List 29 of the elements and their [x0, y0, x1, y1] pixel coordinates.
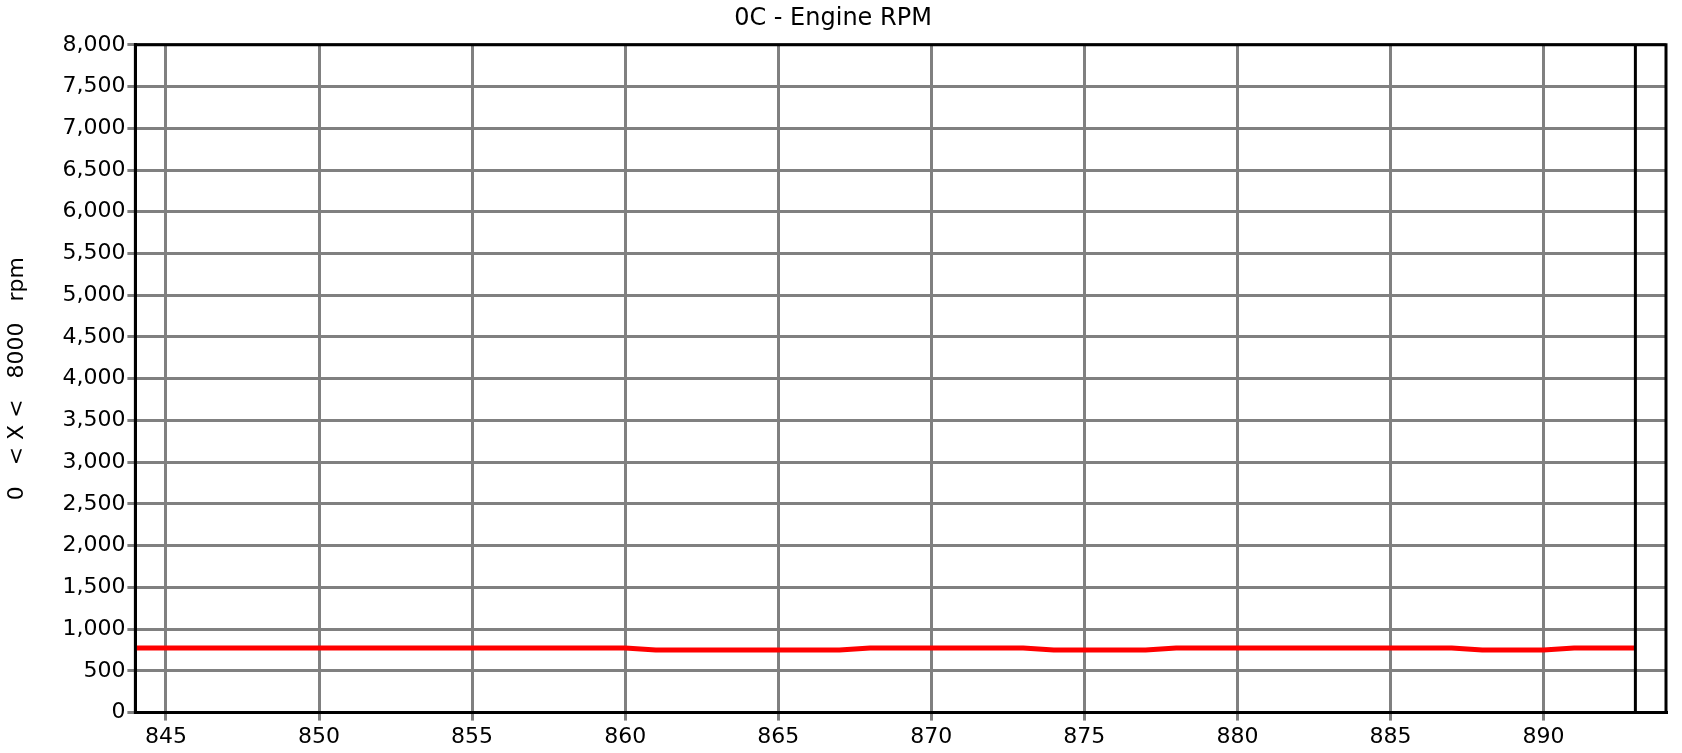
x-tick-label: 850	[298, 722, 341, 748]
y-tick-label: 7,500	[62, 72, 126, 98]
y-tick-label: 3,500	[62, 406, 126, 432]
y-tick-label: 3,000	[62, 447, 126, 473]
y-tick-label: 2,000	[62, 531, 126, 557]
y-tick-label: 6,500	[62, 155, 126, 181]
chart-title: 0C - Engine RPM	[734, 2, 932, 31]
x-tick-label: 890	[1522, 722, 1565, 748]
x-tick-label: 880	[1216, 722, 1259, 748]
y-tick-label: 1,000	[62, 614, 126, 640]
x-tick-label: 845	[144, 722, 187, 748]
y-tick-label: 5,500	[62, 239, 126, 265]
x-tick-label: 855	[451, 722, 494, 748]
x-tick-label: 870	[910, 722, 953, 748]
y-tick-label: 5,000	[62, 280, 126, 306]
y-axis-title: 0 < X < 8000 rpm	[2, 257, 28, 501]
y-tick-label: 6,000	[62, 197, 126, 223]
y-tick-label: 4,500	[62, 322, 126, 348]
y-tick-label: 0	[111, 698, 126, 724]
x-tick-label: 865	[757, 722, 800, 748]
x-tick-label: 860	[604, 722, 647, 748]
y-tick-label: 4,000	[62, 364, 126, 390]
y-tick-label: 8,000	[62, 30, 126, 56]
x-tick-label: 885	[1369, 722, 1412, 748]
y-tick-label: 7,000	[62, 113, 126, 139]
x-tick-label: 875	[1063, 722, 1106, 748]
y-tick-label: 2,500	[62, 489, 126, 515]
y-tick-label: 500	[83, 656, 126, 682]
y-tick-label: 1,500	[62, 573, 126, 599]
